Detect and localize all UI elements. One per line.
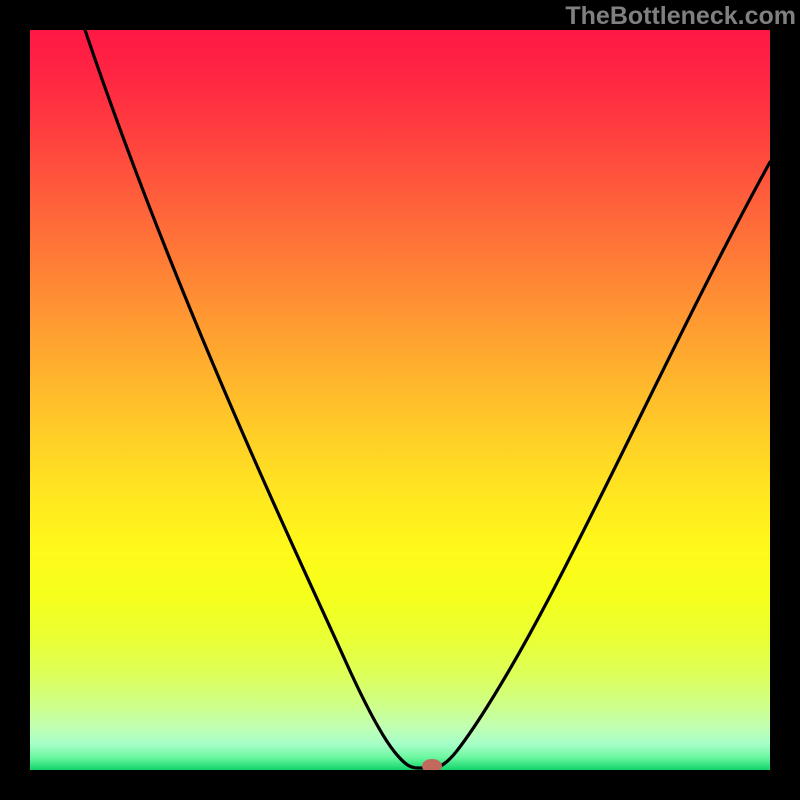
- plot-area: [30, 30, 770, 770]
- plot-background: [30, 30, 770, 770]
- watermark-text: TheBottleneck.com: [565, 2, 796, 31]
